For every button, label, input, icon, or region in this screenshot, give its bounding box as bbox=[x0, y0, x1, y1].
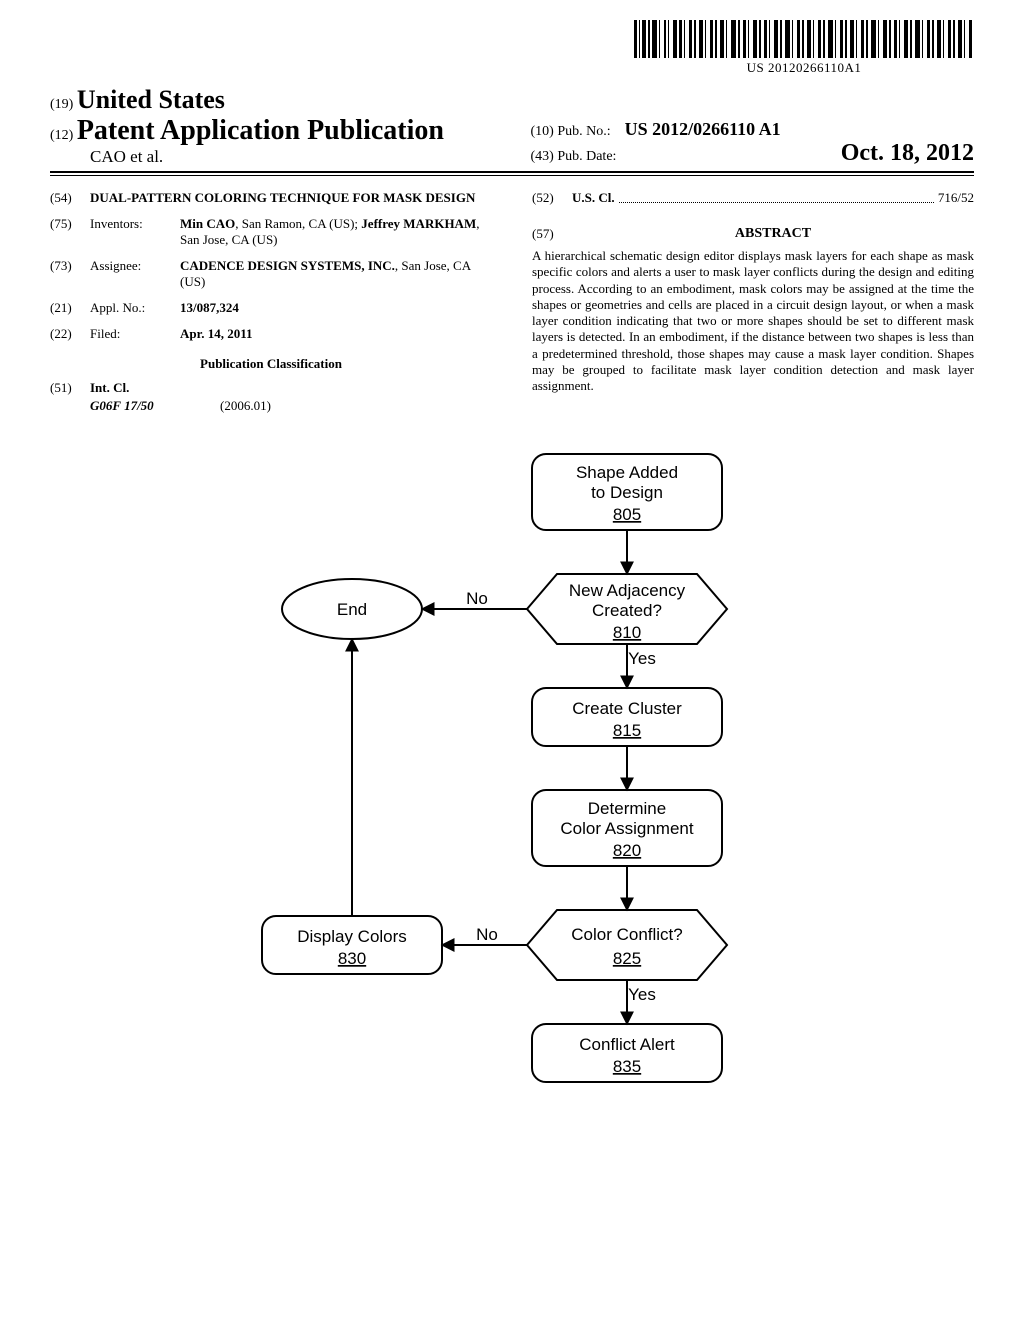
assignee-code: (73) bbox=[50, 258, 90, 290]
barcode-block: US 20120266110A1 bbox=[50, 20, 974, 77]
barcode-text: US 20120266110A1 bbox=[634, 60, 974, 76]
node-835-ref: 835 bbox=[613, 1057, 641, 1076]
filed-code: (22) bbox=[50, 326, 90, 342]
node-810-line2: Created? bbox=[592, 601, 662, 620]
filed-value: Apr. 14, 2011 bbox=[180, 326, 252, 341]
pubno-label: Pub. No.: bbox=[557, 124, 610, 139]
node-820-ref: 820 bbox=[613, 841, 641, 860]
dot-leader bbox=[619, 190, 934, 203]
assignee-value: CADENCE DESIGN SYSTEMS, INC., San Jose, … bbox=[180, 258, 492, 290]
inventors-value: Min CAO, San Ramon, CA (US); Jeffrey MAR… bbox=[180, 216, 492, 248]
node-805-ref: 805 bbox=[613, 505, 641, 524]
node-810-line1: New Adjacency bbox=[569, 581, 686, 600]
pubdate-label: Pub. Date: bbox=[557, 149, 616, 164]
abstract-text: A hierarchical schematic design editor d… bbox=[532, 248, 974, 394]
intcl-code: (51) bbox=[50, 380, 90, 396]
pubclass-heading: Publication Classification bbox=[50, 356, 492, 372]
node-835-line1: Conflict Alert bbox=[579, 1035, 675, 1054]
node-820-line1: Determine bbox=[588, 799, 666, 818]
filed-label: Filed: bbox=[90, 326, 180, 342]
country: United States bbox=[77, 85, 225, 114]
divider bbox=[50, 175, 974, 176]
inventors-code: (75) bbox=[50, 216, 90, 248]
code-10: (10) bbox=[530, 124, 553, 139]
code-12: (12) bbox=[50, 128, 73, 143]
applno-value: 13/087,324 bbox=[180, 300, 239, 315]
node-815-line1: Create Cluster bbox=[572, 699, 682, 718]
code-43: (43) bbox=[530, 149, 553, 164]
node-825-ref: 825 bbox=[613, 949, 641, 968]
abstract-heading: ABSTRACT bbox=[572, 226, 974, 242]
node-end-label: End bbox=[337, 600, 367, 619]
node-825 bbox=[527, 910, 727, 980]
assignee-label: Assignee: bbox=[90, 258, 180, 290]
uscl-value: 716/52 bbox=[938, 190, 974, 206]
node-825-line1: Color Conflict? bbox=[571, 925, 683, 944]
flowchart-figure: Shape Added to Design 805 New Adjacency … bbox=[192, 444, 832, 1229]
abstract-code: (57) bbox=[532, 226, 572, 248]
node-815-ref: 815 bbox=[613, 721, 641, 740]
header: (19) United States (12) Patent Applicati… bbox=[50, 85, 974, 173]
applno-label: Appl. No.: bbox=[90, 300, 180, 316]
node-830-ref: 830 bbox=[338, 949, 366, 968]
edge-825-no: No bbox=[476, 925, 498, 944]
uscl-code: (52) bbox=[532, 190, 572, 206]
invention-title: DUAL-PATTERN COLORING TECHNIQUE FOR MASK… bbox=[90, 190, 475, 205]
intcl-label: Int. Cl. bbox=[90, 380, 129, 395]
node-830-line1: Display Colors bbox=[297, 927, 407, 946]
inventors-label: Inventors: bbox=[90, 216, 180, 248]
edge-825-yes: Yes bbox=[628, 985, 656, 1004]
pubdate-value: Oct. 18, 2012 bbox=[841, 140, 974, 167]
node-820-line2: Color Assignment bbox=[560, 819, 694, 838]
edge-810-yes: Yes bbox=[628, 649, 656, 668]
applno-code: (21) bbox=[50, 300, 90, 316]
node-805-line1: Shape Added bbox=[576, 463, 678, 482]
pubno-value: US 2012/0266110 A1 bbox=[625, 119, 781, 139]
intcl-class: G06F 17/50 bbox=[90, 398, 220, 414]
node-805-line2: to Design bbox=[591, 483, 663, 502]
intcl-date: (2006.01) bbox=[220, 398, 271, 414]
uscl-label: U.S. Cl. bbox=[572, 190, 615, 205]
barcode: US 20120266110A1 bbox=[634, 20, 974, 76]
authors: CAO et al. bbox=[50, 147, 494, 167]
node-810-ref: 810 bbox=[613, 623, 641, 642]
publication-type: Patent Application Publication bbox=[77, 115, 444, 146]
code-19: (19) bbox=[50, 97, 73, 112]
bibliographic-section: (54) DUAL-PATTERN COLORING TECHNIQUE FOR… bbox=[50, 190, 974, 414]
title-code: (54) bbox=[50, 190, 90, 206]
edge-810-no: No bbox=[466, 589, 488, 608]
